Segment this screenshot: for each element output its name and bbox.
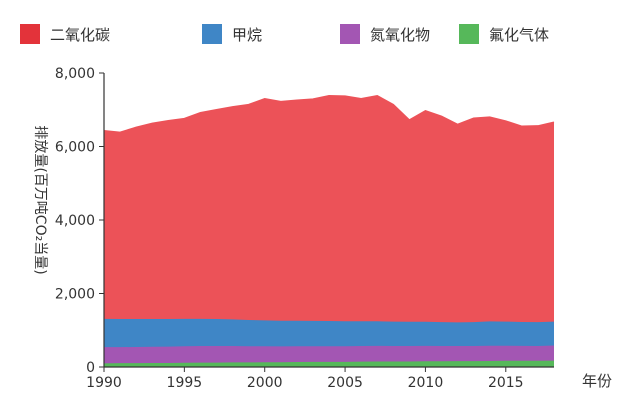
area-series-1 [104, 345, 554, 364]
y-tick-label: 2,000 [55, 287, 95, 303]
x-axis-label: 年份 [582, 372, 612, 390]
x-tick-label: 2000 [247, 375, 283, 391]
y-tick-label: 8,000 [55, 66, 95, 82]
legend-item-3: 氟化气体 [459, 24, 549, 44]
x-tick-label: 1990 [86, 375, 122, 391]
x-tick-label: 2010 [408, 375, 444, 391]
legend-swatch [20, 24, 40, 44]
axes: 0 2,000 4,000 6,000 8,000 1990 1995 2000 2005 201… [55, 66, 554, 391]
y-tick-label: 6,000 [55, 140, 95, 156]
legend-label: 甲烷 [232, 26, 262, 44]
area-series-2 [104, 318, 554, 348]
y-axis-label: 排放量(百万吨CO₂当量) [32, 125, 48, 274]
legend: 二氧化碳 甲烷 氮氧化物 氟化气体 [20, 24, 549, 44]
x-tick-label: 2015 [488, 375, 524, 391]
x-tick-label: 2005 [327, 375, 363, 391]
legend-item-2: 氮氧化物 [340, 24, 430, 44]
stacked-areas [103, 95, 555, 367]
area-series-0 [104, 360, 554, 367]
y-tick-label: 0 [86, 360, 95, 376]
y-tick-label: 4,000 [55, 213, 95, 229]
legend-label: 二氧化碳 [50, 26, 110, 44]
legend-label: 氮氧化物 [370, 26, 430, 44]
x-tick-label: 1995 [167, 375, 203, 391]
legend-label: 氟化气体 [489, 26, 549, 44]
area-edge-3 [103, 95, 555, 134]
legend-swatch [459, 24, 479, 44]
legend-item-1: 甲烷 [202, 24, 262, 44]
legend-item-0: 二氧化碳 [20, 24, 110, 44]
legend-swatch [340, 24, 360, 44]
area-series-3 [104, 95, 554, 323]
legend-swatch [202, 24, 222, 44]
